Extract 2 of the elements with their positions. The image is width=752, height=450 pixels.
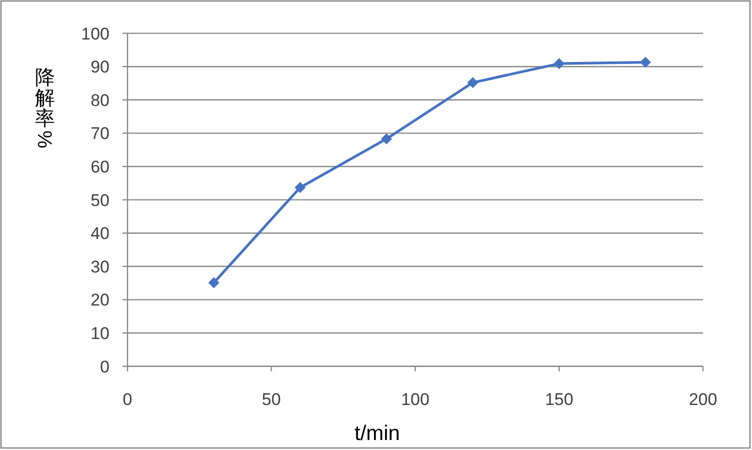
ylabel: 降解率% (33, 67, 55, 148)
xlabel: t/min (354, 422, 400, 445)
